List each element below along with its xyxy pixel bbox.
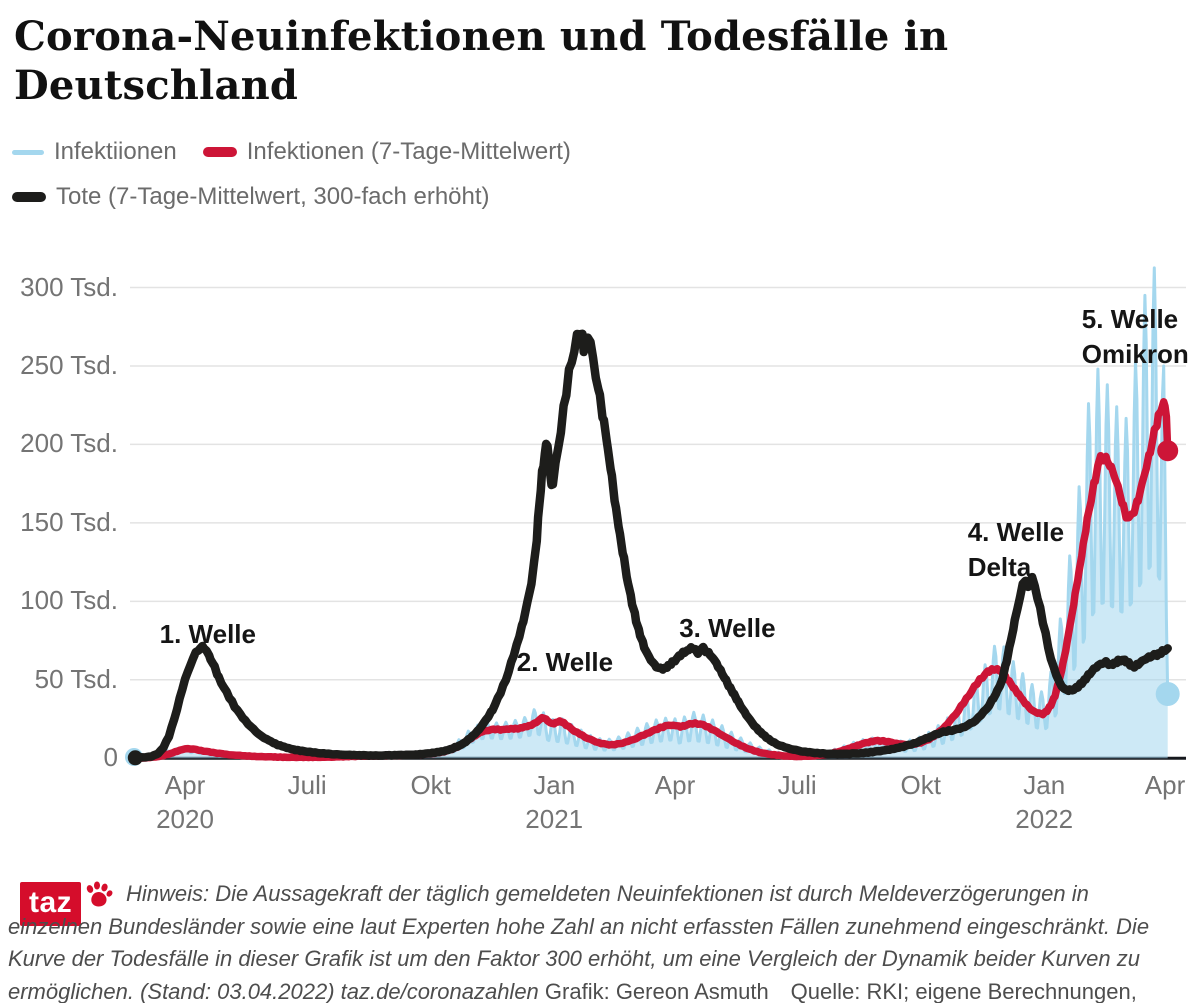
daily-infections-area xyxy=(134,267,1168,759)
paw-icon xyxy=(86,881,113,907)
avg-infections-line xyxy=(130,398,1172,762)
footer-credits: Grafik: Gereon Asmuth Quelle: RKI; eigen… xyxy=(544,978,1137,1003)
legend-row-2: Tote (7-Tage-Mittelwert, 300-fach erhöht… xyxy=(12,183,571,211)
title-line-2: Deutschland xyxy=(14,62,299,109)
deaths-swatch xyxy=(12,192,46,202)
daily-infections-end-dot xyxy=(1155,682,1180,706)
legend-item-deaths: Tote (7-Tage-Mittelwert, 300-fach erhöht… xyxy=(12,183,490,211)
footer-hinweis: Hinweis: Die Aussagekraft der täglich ge… xyxy=(8,881,1150,1003)
daily-infections-swatch xyxy=(12,149,44,155)
legend-label: Tote (7-Tage-Mittelwert, 300-fach erhöht… xyxy=(56,183,490,210)
legend-label: Infektiionen xyxy=(54,138,177,165)
avg-infections-end-dot xyxy=(1157,440,1179,462)
taz-logo-text: taz xyxy=(20,882,82,926)
page-title: Corona-Neuinfektionen und Todesfälle in … xyxy=(14,12,948,110)
taz-logo: taz xyxy=(20,881,114,926)
legend: Infektiionen Infektionen (7-Tage-Mittelw… xyxy=(12,138,571,211)
legend-label: Infektionen (7-Tage-Mittelwert) xyxy=(246,138,571,165)
legend-row-1: Infektiionen Infektionen (7-Tage-Mittelw… xyxy=(12,138,571,166)
deaths-start-dot xyxy=(127,750,143,766)
legend-item-daily-infections: Infektiionen xyxy=(12,138,177,166)
legend-item-avg-infections: Infektionen (7-Tage-Mittelwert) xyxy=(202,138,571,166)
deaths-line xyxy=(131,329,1172,763)
footer-text: Hinweis: Die Aussagekraft der täglich ge… xyxy=(8,878,1188,1003)
title-line-1: Corona-Neuinfektionen und Todesfälle in xyxy=(14,13,949,60)
avg-infections-swatch xyxy=(202,147,237,157)
